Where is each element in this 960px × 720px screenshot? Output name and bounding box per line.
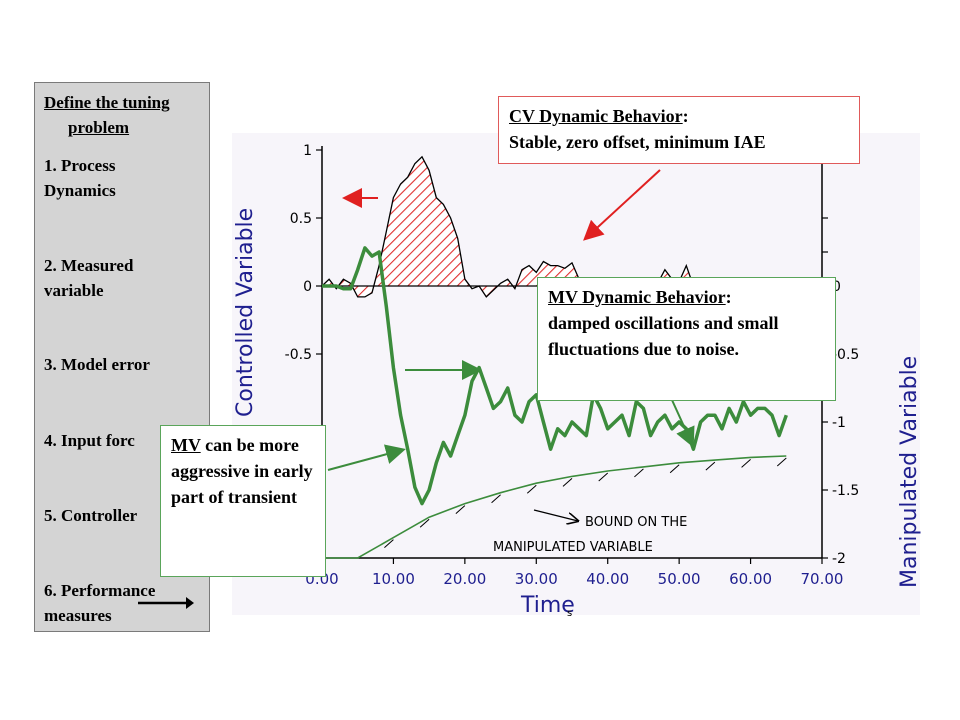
mv2-callout-title: MV <box>171 435 201 455</box>
mv-bound-hatch <box>455 505 466 514</box>
mv-callout-title: MV Dynamic Behavior <box>548 287 726 307</box>
x-tick-label: 50.00 <box>658 570 701 588</box>
mv-series-line <box>322 246 788 506</box>
mv-bound-hatch <box>669 464 680 474</box>
cv-callout-colon: : <box>682 106 689 126</box>
list-item-performance-measures: 6. Performance measures <box>44 581 156 625</box>
x-tick-label: 70.00 <box>801 570 844 588</box>
bound-annotation-pointer <box>533 509 578 521</box>
mv-bound-hatch <box>598 472 609 482</box>
mv-callout-text: damped oscillations and small fluctuatio… <box>548 313 779 359</box>
y-right-tick-label: -0.5 <box>832 347 859 363</box>
cv-behavior-callout: CV Dynamic Behavior: Stable, zero offset… <box>498 96 860 164</box>
y-right-tick-label: -2 <box>832 551 846 567</box>
y-left-tick-label: 1 <box>303 143 312 159</box>
bound-annotation-line2: MANIPULATED VARIABLE <box>493 540 653 555</box>
cv-deviation-fill <box>322 156 787 300</box>
y-left-tick-label: 0 <box>303 279 312 295</box>
cv-callout-pointer <box>583 169 661 241</box>
x-tick-label: 60.00 <box>729 570 772 588</box>
mv-callout-pointer <box>671 399 695 448</box>
performance-arrow-head <box>186 597 194 609</box>
mv2-callout-pointer <box>327 444 406 471</box>
x-tick-label: 20.00 <box>443 570 486 588</box>
mv-bound-line <box>322 455 787 559</box>
mv-behavior-callout: MV Dynamic Behavior: damped oscillations… <box>537 277 836 401</box>
mv-bound-hatch <box>634 468 644 478</box>
mv-bound-hatch <box>419 518 430 528</box>
mv-bound-hatch <box>741 458 751 468</box>
x-tick-label: 30.00 <box>515 570 558 588</box>
y-left-tick-label: 0.5 <box>290 211 312 227</box>
y-right-tick-label: 0 <box>832 279 841 295</box>
chart-ticks: 10.50-0.50-0.5-1-1.5-20.00 10.00 20.00 30.0… <box>285 143 860 588</box>
y-right-tick-label: -1.5 <box>832 483 859 499</box>
mv2-callout-text: can be more aggressive in early part of … <box>171 435 313 507</box>
mv-bound-hatch <box>491 494 501 504</box>
mv-bound-hatch <box>776 457 787 467</box>
x-tick-label: 40.00 <box>586 570 629 588</box>
panel-heading-line1: Define the tuning <box>44 93 170 112</box>
x-tick-label: 10.00 <box>372 570 415 588</box>
cv-callout-text: Stable, zero offset, minimum IAE <box>509 132 766 152</box>
list-item-measured-variable: 2. Measured variable <box>44 256 134 300</box>
mv-bound-hatch <box>562 478 573 487</box>
mv-callout-colon: : <box>725 287 732 307</box>
mv-bound-hatch <box>384 539 394 548</box>
x-axis-label: Time <box>520 593 575 618</box>
y-axis-right-label: Manipulated Variable <box>897 356 922 588</box>
mv-bound-hatch <box>705 461 716 471</box>
y-left-tick-label: -0.5 <box>285 347 312 363</box>
bound-annotation-line1: BOUND ON THE <box>585 515 687 530</box>
list-item-input-forcing: 4. Input forc <box>44 431 135 450</box>
tuning-problem-panel: Define the tuning problem 1. Process Dyn… <box>34 82 210 632</box>
mv-bound-hatch <box>526 484 537 494</box>
y-axis-left-label: Controlled Variable <box>233 208 258 417</box>
cv-callout-title: CV Dynamic Behavior <box>509 106 683 126</box>
panel-heading-line2: problem <box>68 118 130 137</box>
x-axis-label-suffix: s <box>567 608 572 619</box>
y-right-tick-label: -1 <box>832 415 846 431</box>
list-item-model-error: 3. Model error <box>44 355 150 374</box>
list-item-controller: 5. Controller <box>44 506 138 525</box>
cv-iae-hatch <box>322 156 787 300</box>
list-item-process-dynamics: 1. Process Dynamics <box>44 156 116 200</box>
mv-aggressive-callout: MV can be more aggressive in early part … <box>160 425 326 577</box>
